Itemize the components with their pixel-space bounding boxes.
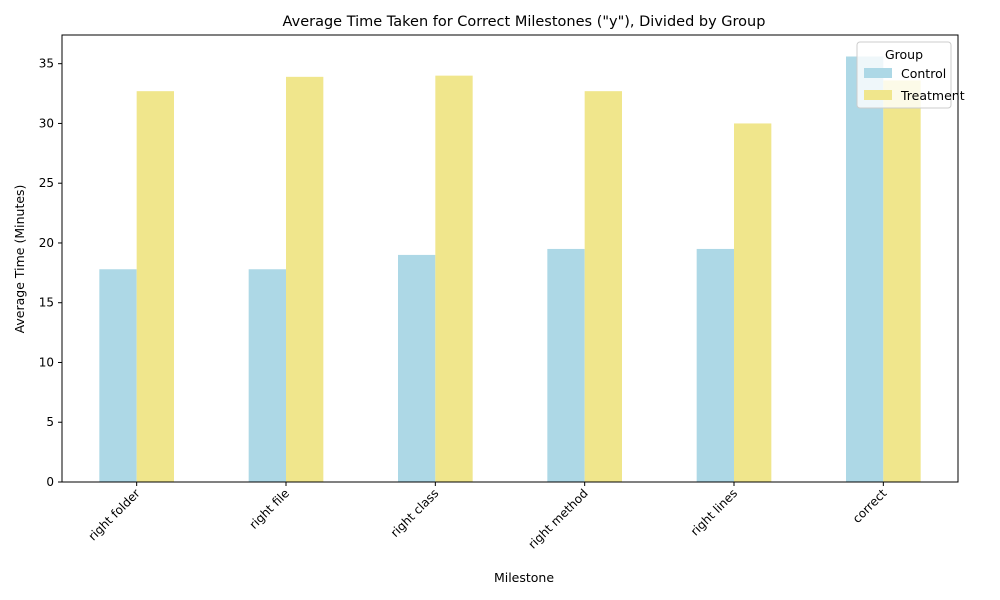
bars-group	[99, 56, 921, 483]
bar-treatment-right-method	[584, 91, 622, 482]
bar-treatment-correct	[883, 80, 921, 482]
legend: Group Control Treatment	[856, 41, 965, 109]
bar-treatment-right-class	[435, 75, 473, 483]
y-tick-label: 25	[39, 176, 54, 190]
bar-control-right-lines	[696, 248, 734, 482]
x-tick-label: right method	[525, 486, 590, 551]
bar-treatment-right-lines	[734, 123, 772, 482]
bar-treatment-right-file	[286, 76, 324, 483]
chart-title: Average Time Taken for Correct Milestone…	[283, 14, 766, 30]
bar-control-correct	[846, 56, 884, 483]
bar-control-right-folder	[99, 269, 137, 482]
y-tick-label: 0	[46, 475, 54, 489]
x-tick-label: right class	[388, 486, 442, 540]
plot-frame	[61, 34, 959, 483]
bar-treatment-right-folder	[136, 91, 174, 482]
bar-control-right-file	[248, 269, 286, 482]
bar-control-right-method	[547, 248, 585, 482]
y-tick-label: 30	[39, 116, 54, 130]
x-tick-label: right folder	[86, 486, 143, 543]
y-axis-label: Average Time (Minutes)	[12, 185, 27, 334]
y-tick-label: 15	[39, 296, 54, 310]
y-axis: 0 5 10 15 20 25 30 35	[39, 57, 62, 489]
y-tick-label: 20	[39, 236, 54, 250]
legend-label-control: Control	[901, 66, 946, 81]
legend-swatch-control	[864, 68, 892, 78]
y-tick-label: 10	[39, 355, 54, 369]
x-tick-label: correct	[850, 486, 890, 526]
legend-label-treatment: Treatment	[900, 88, 965, 103]
x-tick-label: right lines	[688, 486, 740, 538]
x-tick-label: right file	[247, 486, 292, 531]
bar-control-right-class	[398, 254, 436, 482]
legend-title: Group	[885, 47, 923, 62]
legend-swatch-treatment	[864, 90, 892, 100]
y-tick-label: 5	[46, 415, 54, 429]
y-tick-label: 35	[39, 57, 54, 71]
x-axis: right folder right file right class right m…	[86, 482, 890, 552]
x-axis-label: Milestone	[494, 570, 554, 585]
